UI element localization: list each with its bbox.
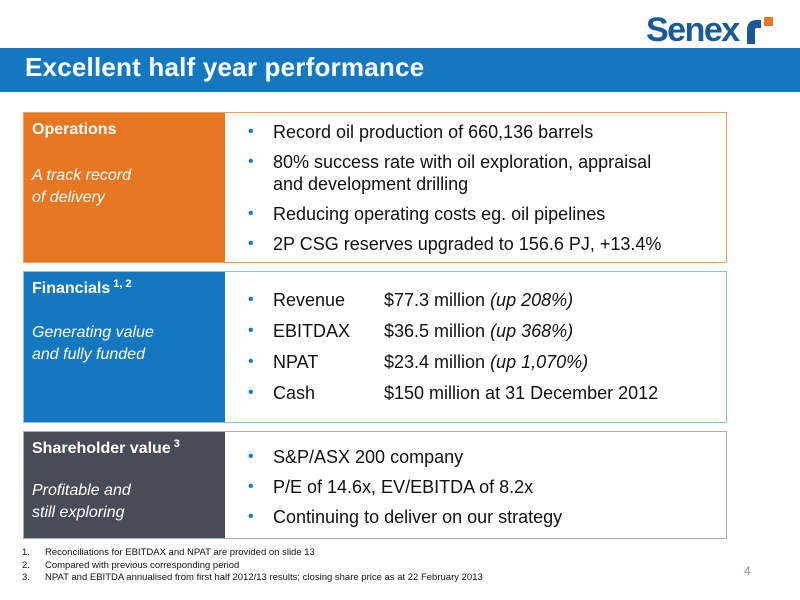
financials-panel: Financials 1, 2 Generating value and full… [23,271,727,423]
shareholder-heading: Shareholder value 3 [32,438,225,458]
financials-sidebar: Financials 1, 2 Generating value and full… [24,272,225,422]
operations-heading: Operations [32,121,117,138]
metric-label: Cash [273,383,316,403]
operations-subtitle-line1: A track record [32,167,131,184]
bullet-item: P/E of 14.6x, EV/EBITDA of 8.2x [240,476,720,498]
operations-subtitle-line2: of delivery [32,189,105,206]
shareholder-bullet-list: S&P/ASX 200 company P/E of 14.6x, EV/EBI… [240,446,720,536]
operations-subtitle: A track record of delivery [32,165,225,209]
footnote-text: Reconciliations for EBITDAX and NPAT are… [45,547,315,558]
slide-title: Excellent half year performance [25,52,425,82]
footnote-number: 1. [22,547,30,558]
senex-logo: Senex [646,10,775,50]
bullet-item: Reducing operating costs eg. oil pipelin… [240,203,720,225]
footnote-number: 3. [22,572,30,583]
footnote: 3. NPAT and EBITDA annualised from first … [22,572,483,585]
footnote-ref: 1, 2 [113,278,132,290]
bullet-item-cash: Cash $150 million at 31 December 2012 [240,382,720,404]
bullet-item: 80% success rate with oil exploration, a… [240,151,720,195]
bullet-text: 2P CSG reserves upgraded to 156.6 PJ, +1… [273,234,662,254]
bullet-text: 80% success rate with oil exploration, a… [273,152,652,172]
bullet-item-revenue: Revenue $77.3 million (up 208%) [240,289,720,311]
metric-value: $36.5 million [384,321,491,341]
bullet-text: Reducing operating costs eg. oil pipelin… [273,204,606,224]
metric-value: $23.4 million [384,352,491,372]
logo-mark-icon [746,17,773,44]
financials-subtitle: Generating value and fully funded [32,322,225,366]
operations-sidebar: Operations A track record of delivery [24,113,225,262]
metric-label: EBITDAX [273,321,351,341]
footnote: 2. Compared with previous corresponding p… [22,560,483,573]
shareholder-heading-text: Shareholder value [32,440,171,457]
bullet-item: Record oil production of 660,136 barrels [240,121,720,143]
financials-heading-text: Financials [32,280,111,297]
metric-note: (up 208%) [490,290,574,310]
metric-label: Revenue [273,290,346,310]
operations-panel: Operations A track record of delivery Re… [23,112,727,263]
metric-value: $77.3 million [384,290,491,310]
metric-note: (up 368%) [490,321,574,341]
bullet-item-npat: NPAT $23.4 million (up 1,070%) [240,351,720,373]
shareholder-subtitle: Profitable and still exploring [32,480,225,524]
bullet-item-ebitdax: EBITDAX $36.5 million (up 368%) [240,320,720,342]
bullet-item: S&P/ASX 200 company [240,446,720,468]
metric-label: NPAT [273,352,319,372]
shareholder-subtitle-line1: Profitable and [32,482,131,499]
metric-value: $150 million at 31 December 2012 [384,383,659,403]
metric-note: (up 1,070%) [490,352,589,372]
footnote-ref: 3 [173,438,180,450]
shareholder-sidebar: Shareholder value 3 Profitable and still … [24,432,225,538]
shareholder-subtitle-line2: still exploring [32,504,125,521]
title-band [0,48,800,92]
page-number: 4 [744,564,751,578]
bullet-item: Continuing to deliver on our strategy [240,506,720,528]
footnote: 1. Reconciliations for EBITDAX and NPAT a… [22,547,483,560]
financials-bullet-list: Revenue $77.3 million (up 208%) EBITDAX $3… [240,289,720,413]
bullet-text-continued: and development drilling [273,174,469,194]
footnote-number: 2. [22,559,30,571]
shareholder-panel: Shareholder value 3 Profitable and still … [23,431,727,539]
footnote-text: Compared with previous corresponding per… [45,559,240,571]
bullet-item: 2P CSG reserves upgraded to 156.6 PJ, +1… [240,233,720,255]
financials-subtitle-line1: Generating value [32,324,154,341]
operations-bullet-list: Record oil production of 660,136 barrels… [240,121,720,263]
logo-text: Senex [646,10,740,49]
financials-heading: Financials 1, 2 [32,278,225,298]
footnote-text: NPAT and EBITDA annualised from first ha… [45,572,483,583]
footnotes: 1. Reconciliations for EBITDAX and NPAT a… [22,547,483,585]
bullet-text: Record oil production of 660,136 barrels [273,122,594,142]
financials-subtitle-line2: and fully funded [32,346,145,363]
